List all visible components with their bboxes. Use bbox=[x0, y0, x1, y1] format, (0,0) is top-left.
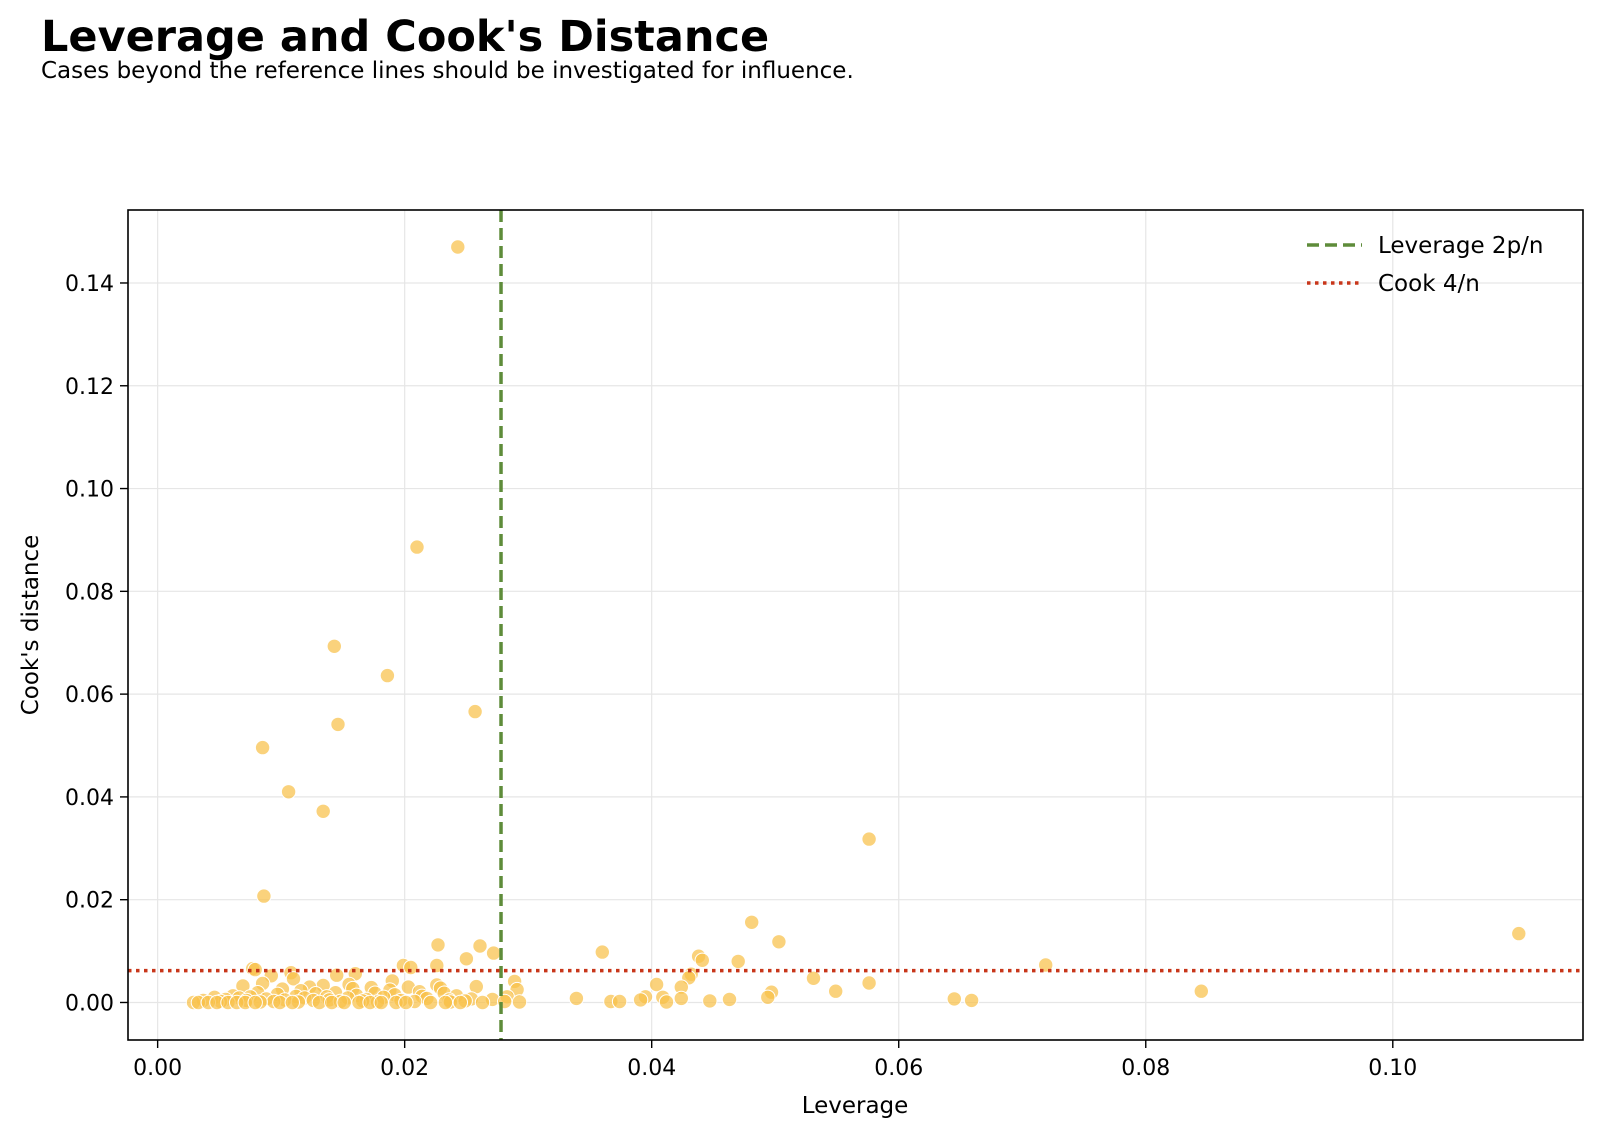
data-point bbox=[422, 994, 439, 1011]
data-point bbox=[511, 994, 528, 1010]
y-tick-label: 0.04 bbox=[65, 786, 114, 811]
data-point bbox=[632, 992, 649, 1008]
data-point bbox=[336, 994, 352, 1011]
data-point bbox=[284, 994, 300, 1011]
data-point bbox=[861, 975, 877, 991]
data-point bbox=[330, 716, 346, 733]
legend: Leverage 2p/n Cook 4/n bbox=[1307, 233, 1544, 297]
data-point bbox=[946, 991, 962, 1007]
data-point bbox=[694, 952, 710, 968]
y-axis-label: Cook's distance bbox=[18, 535, 44, 716]
data-point bbox=[254, 739, 271, 756]
y-axis-ticks: 0.00 0.02 0.04 0.06 0.08 0.10 0.12 0.14 bbox=[65, 272, 128, 1016]
legend-label: Leverage 2p/n bbox=[1378, 233, 1544, 259]
data-point bbox=[256, 888, 272, 904]
y-tick-label: 0.02 bbox=[65, 889, 114, 914]
x-tick-label: 0.00 bbox=[133, 1056, 182, 1081]
x-axis-ticks: 0.00 0.02 0.04 0.06 0.08 0.10 bbox=[133, 1040, 1417, 1081]
data-point bbox=[658, 994, 675, 1010]
data-point bbox=[315, 803, 331, 819]
x-tick-label: 0.06 bbox=[874, 1056, 923, 1081]
data-point bbox=[450, 239, 466, 255]
x-tick-label: 0.08 bbox=[1121, 1056, 1170, 1081]
data-point bbox=[963, 992, 980, 1009]
data-point bbox=[1193, 983, 1210, 999]
data-point bbox=[730, 953, 746, 970]
data-point bbox=[1511, 925, 1527, 942]
data-point bbox=[398, 994, 414, 1011]
data-point bbox=[721, 991, 738, 1008]
data-point bbox=[467, 703, 483, 720]
data-point bbox=[329, 967, 345, 983]
data-point bbox=[430, 937, 446, 953]
y-tick-label: 0.00 bbox=[65, 991, 114, 1016]
y-tick-label: 0.14 bbox=[65, 272, 114, 297]
y-tick-label: 0.12 bbox=[65, 375, 114, 400]
grid-lines bbox=[128, 210, 1583, 1040]
data-point bbox=[611, 993, 628, 1010]
data-points bbox=[185, 239, 1527, 1011]
y-tick-label: 0.10 bbox=[65, 478, 114, 503]
data-point bbox=[373, 994, 389, 1011]
data-point bbox=[247, 994, 263, 1011]
data-point bbox=[437, 994, 454, 1011]
data-point bbox=[458, 951, 475, 967]
data-point bbox=[326, 638, 342, 654]
y-tick-label: 0.08 bbox=[65, 580, 114, 605]
chart-title: Leverage and Cook's Distance bbox=[41, 12, 770, 62]
y-tick-label: 0.06 bbox=[65, 683, 114, 708]
data-point bbox=[771, 934, 787, 950]
plot-frame bbox=[127, 209, 1584, 1041]
data-point bbox=[702, 993, 718, 1009]
data-point bbox=[744, 914, 760, 930]
reference-lines bbox=[128, 210, 1583, 1040]
x-axis-label: Leverage bbox=[802, 1093, 909, 1119]
chart-subtitle: Cases beyond the reference lines should … bbox=[41, 58, 854, 84]
data-point bbox=[285, 971, 302, 987]
data-point bbox=[594, 944, 610, 960]
data-point bbox=[472, 938, 488, 954]
data-point bbox=[1038, 957, 1054, 973]
data-point bbox=[409, 539, 425, 555]
data-point bbox=[485, 945, 502, 961]
data-point bbox=[828, 983, 844, 999]
data-point bbox=[379, 667, 396, 684]
data-point bbox=[568, 990, 585, 1007]
data-point bbox=[280, 784, 297, 800]
x-tick-label: 0.04 bbox=[627, 1056, 676, 1081]
data-point bbox=[805, 970, 822, 986]
data-point bbox=[474, 994, 491, 1011]
data-point bbox=[452, 994, 468, 1011]
legend-label: Cook 4/n bbox=[1378, 271, 1480, 297]
data-point bbox=[673, 990, 689, 1007]
data-point bbox=[861, 831, 877, 847]
data-point bbox=[760, 989, 776, 1005]
data-point bbox=[403, 959, 419, 976]
x-tick-label: 0.10 bbox=[1368, 1056, 1417, 1081]
x-tick-label: 0.02 bbox=[380, 1056, 429, 1081]
data-point bbox=[648, 976, 665, 993]
